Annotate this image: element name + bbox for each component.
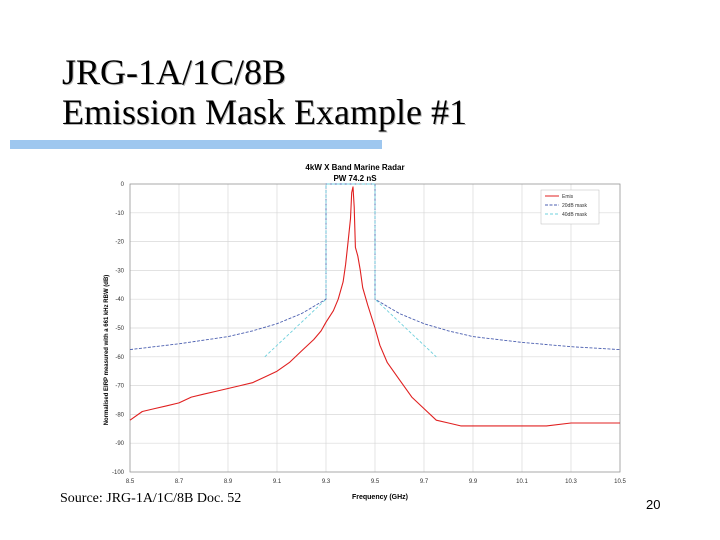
- x-tick-label: 9.9: [469, 479, 478, 485]
- x-tick-label: 8.5: [126, 479, 135, 485]
- slide-title-line-2: Emission Mask Example #1: [62, 92, 467, 132]
- x-tick-label: 9.7: [420, 479, 429, 485]
- y-tick-label: -10: [115, 211, 124, 217]
- title-underline-bar: [10, 140, 382, 149]
- y-tick-label: -20: [115, 240, 124, 246]
- y-tick-label: -80: [115, 412, 124, 418]
- legend-label: 20dB mask: [562, 203, 588, 209]
- x-tick-label: 9.1: [273, 479, 282, 485]
- emission-chart: 4kW X Band Marine Radar PW 74.2 nS 8.5 8.…: [95, 158, 630, 503]
- slide-title: JRG-1A/1C/8B Emission Mask Example #1: [62, 52, 467, 132]
- chart-legend: Emis 20dB mask 40dB mask: [540, 189, 600, 225]
- x-tick-label: 9.3: [322, 479, 331, 485]
- emission-chart-svg: 4kW X Band Marine Radar PW 74.2 nS 8.5 8.…: [95, 158, 630, 503]
- x-tick-label: 10.1: [516, 479, 528, 485]
- y-tick-label: 0: [121, 182, 125, 188]
- y-tick-label: -40: [115, 297, 124, 303]
- page-number: 20: [646, 497, 661, 512]
- x-tick-label: 8.7: [175, 479, 184, 485]
- series-line-1: [129, 183, 621, 351]
- y-tick-label: -90: [115, 441, 124, 447]
- y-tick-label: -30: [115, 268, 124, 274]
- x-tick-label: 9.5: [371, 479, 380, 485]
- legend-label: Emis: [562, 194, 574, 200]
- y-axis-ticks: 0 -10 -20 -30 -40 -50 -60 -70 -80 -90 -100: [112, 182, 125, 476]
- source-note: Source: JRG-1A/1C/8B Doc. 52: [60, 491, 242, 506]
- legend-box: [540, 189, 600, 225]
- plot-frame: [129, 183, 621, 473]
- x-tick-label: 10.3: [565, 479, 577, 485]
- y-tick-label: -60: [115, 355, 124, 361]
- x-tick-label: 10.5: [614, 479, 626, 485]
- series-line-2: [264, 183, 437, 358]
- chart-title: 4kW X Band Marine Radar: [305, 163, 404, 172]
- x-axis-label: Frequency (GHz): [352, 494, 408, 501]
- series-line-0: [129, 186, 620, 427]
- legend-label: 40dB mask: [562, 212, 588, 218]
- chart-series: [129, 183, 621, 427]
- x-tick-label: 8.9: [224, 479, 233, 485]
- y-axis-label: Normalised EIRP measured with a 661 kHz …: [104, 275, 110, 426]
- chart-subtitle: PW 74.2 nS: [333, 174, 377, 183]
- y-tick-label: -70: [115, 384, 124, 390]
- x-axis-ticks: 8.5 8.7 8.9 9.1 9.3 9.5 9.7 9.9 10.1 10.3 10.5: [126, 479, 627, 485]
- y-tick-label: -100: [112, 470, 125, 476]
- slide-title-line-1: JRG-1A/1C/8B: [62, 52, 287, 92]
- y-tick-label: -50: [115, 326, 124, 332]
